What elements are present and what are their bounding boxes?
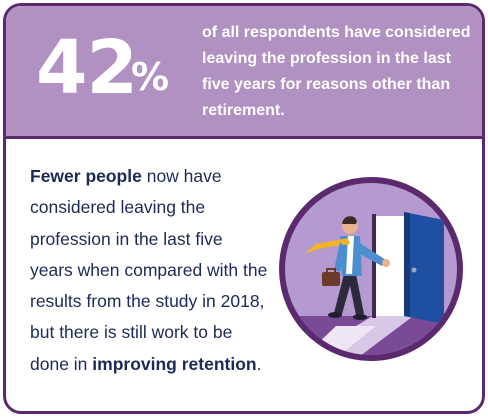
body-middle: now have considered leaving the professi… bbox=[30, 166, 268, 374]
body-emphasis: improving retention bbox=[92, 353, 257, 374]
person-leaving-through-door-icon bbox=[279, 177, 463, 361]
body-paragraph: Fewer people now have considered leaving… bbox=[30, 161, 270, 380]
stat-banner: 42 % of all respondents have considered … bbox=[6, 6, 482, 139]
body-end: . bbox=[256, 353, 262, 374]
infographic-card: 42 % of all respondents have considered … bbox=[3, 3, 485, 414]
body-lead: Fewer people bbox=[30, 166, 142, 186]
stat-description: of all respondents have considered leavi… bbox=[202, 24, 471, 119]
stat-unit: % bbox=[131, 55, 170, 99]
stat-number: 42 bbox=[36, 25, 138, 111]
